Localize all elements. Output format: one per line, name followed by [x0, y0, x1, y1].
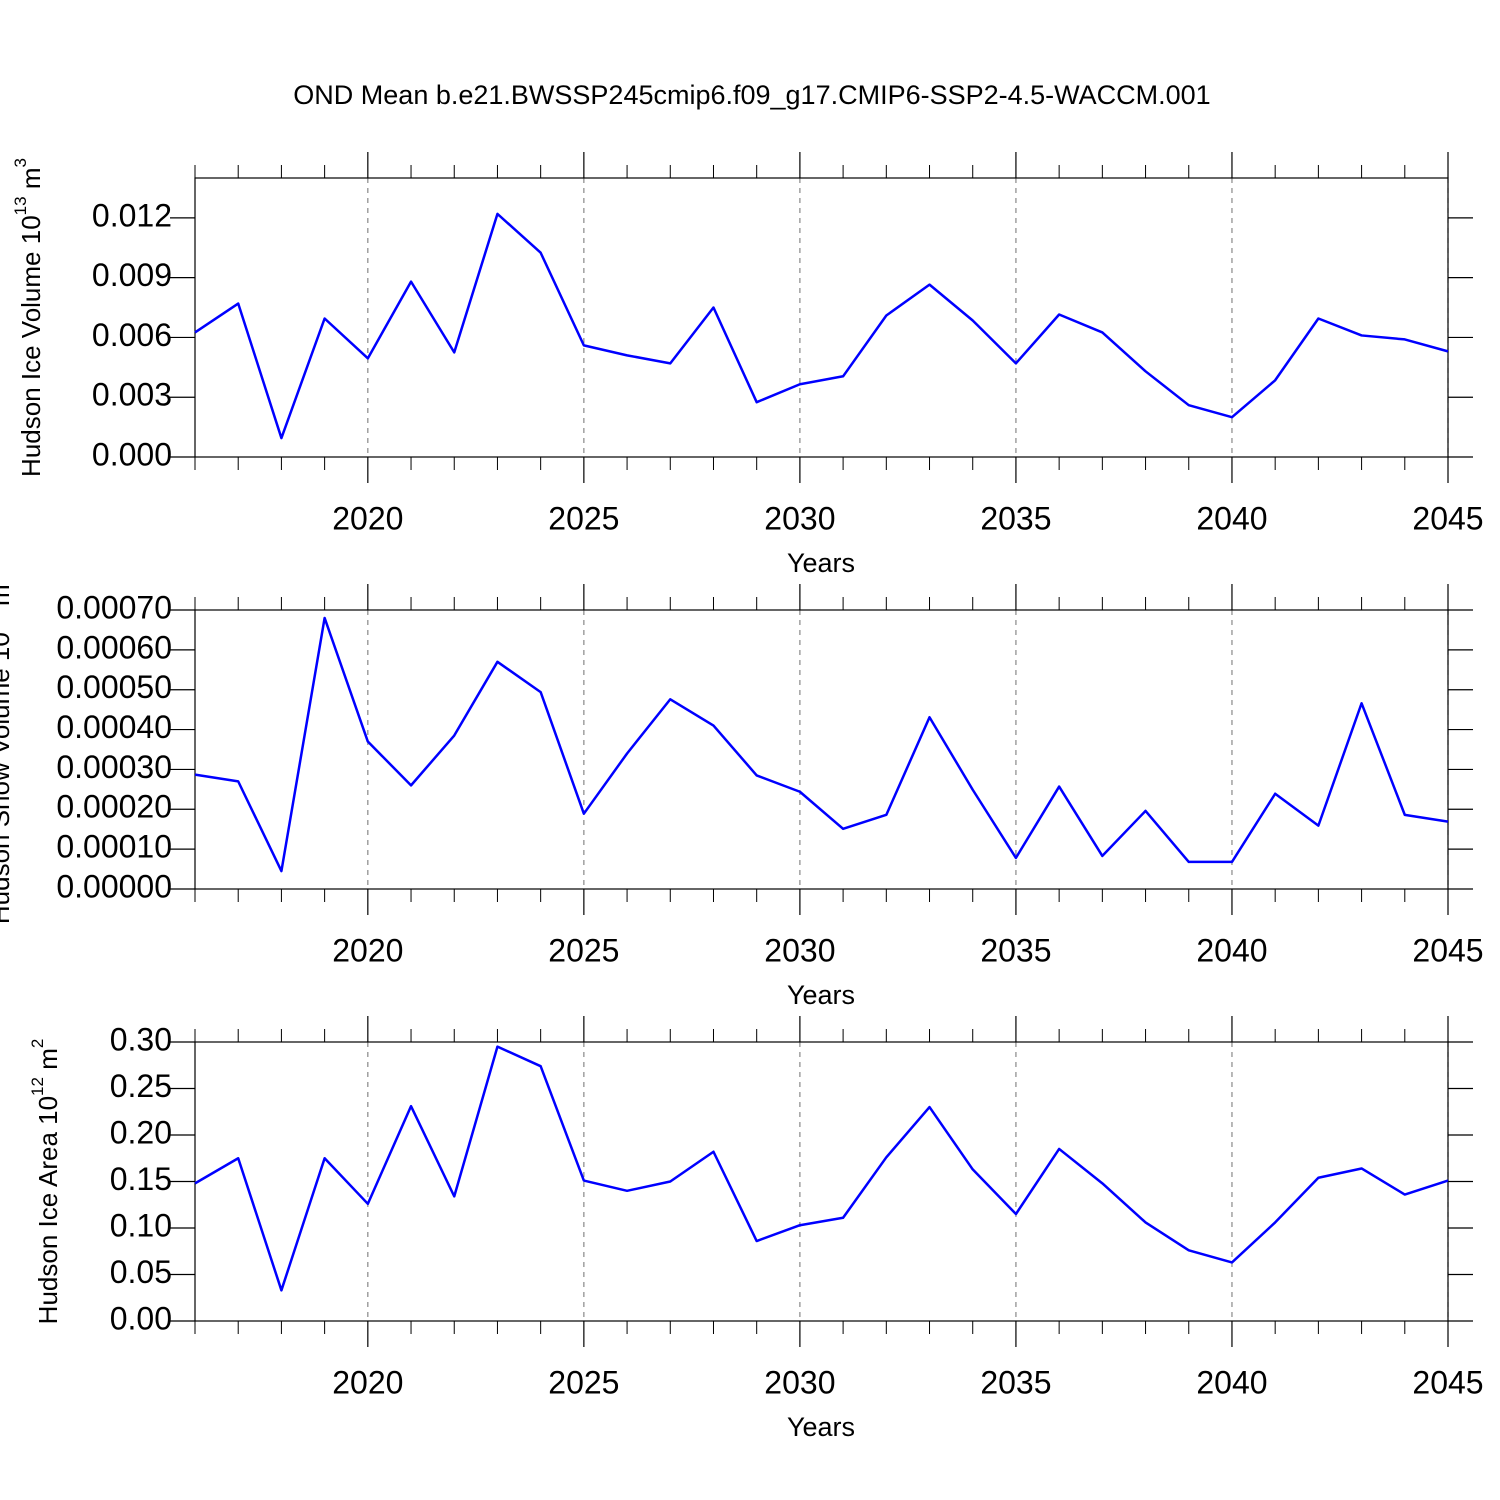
- y-tick-label: 0.00: [110, 1300, 172, 1336]
- x-tick-label: 2030: [764, 1364, 835, 1400]
- y-tick-label: 0.20: [110, 1114, 172, 1150]
- y-axis-label: Hudson Ice Volume 1013 m3: [11, 158, 45, 477]
- y-tick-label: 0.00050: [56, 669, 172, 705]
- y-axis-label-part: m: [33, 1048, 63, 1077]
- x-tick-label: 2040: [1196, 932, 1267, 968]
- y-axis-label-exponent: 2: [28, 1039, 47, 1048]
- y-tick-label: 0.15: [110, 1161, 172, 1197]
- x-tick-label: 2020: [332, 500, 403, 536]
- y-tick-label: 0.003: [92, 377, 172, 413]
- y-axis-label-exponent: 12: [28, 1077, 47, 1096]
- chart-title: OND Mean b.e21.BWSSP245cmip6.f09_g17.CMI…: [293, 80, 1210, 110]
- y-axis-label-part: m: [0, 584, 15, 613]
- x-tick-label: 2025: [548, 500, 619, 536]
- y-tick-label: 0.00060: [56, 629, 172, 665]
- x-tick-label: 2035: [980, 932, 1051, 968]
- y-tick-label: 0.05: [110, 1254, 172, 1290]
- data-line: [194, 212, 1449, 440]
- x-tick-label: 2040: [1196, 500, 1267, 536]
- x-axis-label: Years: [787, 548, 855, 578]
- y-tick-label: 0.25: [110, 1068, 172, 1104]
- x-tick-label: 2035: [980, 1364, 1051, 1400]
- x-axis-label: Years: [787, 1412, 855, 1442]
- y-tick-label: 0.012: [92, 197, 172, 233]
- y-axis-label-exponent: 3: [11, 158, 30, 167]
- y-tick-label: 0.00000: [56, 868, 172, 904]
- x-tick-label: 2045: [1412, 500, 1483, 536]
- y-axis-label: Hudson Ice Area 1012 m2: [28, 1039, 62, 1325]
- y-tick-label: 0.00070: [56, 589, 172, 625]
- x-tick-label: 2020: [332, 1364, 403, 1400]
- y-tick-label: 0.009: [92, 257, 172, 293]
- plot-frame: [194, 609, 1449, 890]
- plot-frame: [194, 1041, 1449, 1322]
- data-line: [194, 616, 1449, 873]
- y-tick-label: 0.006: [92, 317, 172, 353]
- y-axis-label-exponent: 13: [11, 196, 30, 215]
- x-tick-label: 2025: [548, 932, 619, 968]
- y-tick-label: 0.00040: [56, 709, 172, 745]
- x-axis-label: Years: [787, 980, 855, 1010]
- x-tick-label: 2035: [980, 500, 1051, 536]
- data-line: [194, 1045, 1449, 1292]
- y-tick-label: 0.000: [92, 436, 172, 472]
- x-tick-label: 2040: [1196, 1364, 1267, 1400]
- x-tick-label: 2045: [1412, 1364, 1483, 1400]
- y-axis-label-part: m: [16, 168, 46, 197]
- y-axis-label-part: Hudson Ice Area 10: [33, 1096, 63, 1324]
- y-tick-label: 0.00030: [56, 749, 172, 785]
- x-tick-label: 2025: [548, 1364, 619, 1400]
- y-axis-label: Hudson Snow Volume 1013 m3: [0, 575, 15, 924]
- x-tick-label: 2030: [764, 932, 835, 968]
- y-axis-label-part: Hudson Ice Volume 10: [16, 215, 46, 477]
- y-tick-label: 0.00020: [56, 789, 172, 825]
- y-tick-label: 0.30: [110, 1021, 172, 1057]
- y-axis-label-part: Hudson Snow Volume 10: [0, 632, 15, 924]
- x-tick-label: 2030: [764, 500, 835, 536]
- x-tick-label: 2020: [332, 932, 403, 968]
- plot-frame: [194, 177, 1449, 458]
- y-tick-label: 0.00010: [56, 829, 172, 865]
- x-tick-label: 2045: [1412, 932, 1483, 968]
- y-tick-label: 0.10: [110, 1207, 172, 1243]
